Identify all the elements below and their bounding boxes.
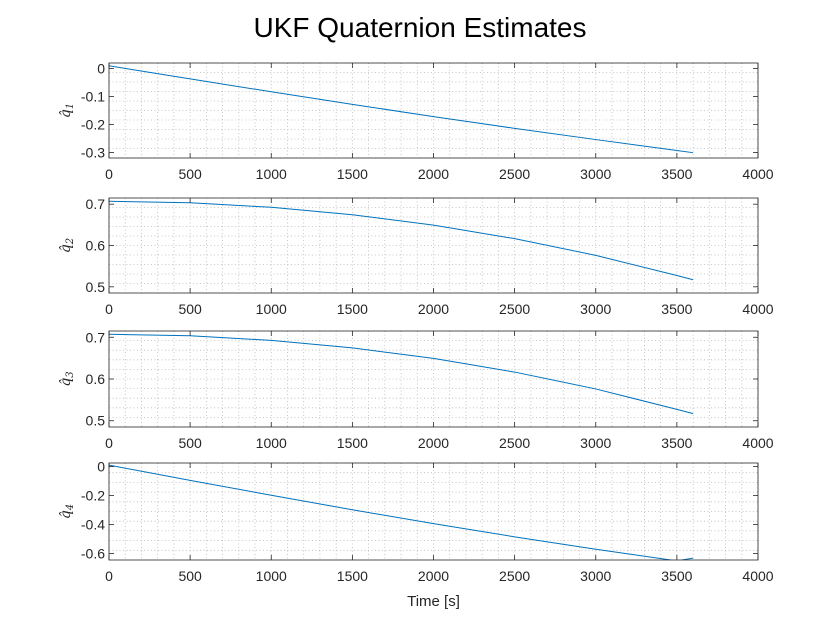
x-tick-label: 2500 [499, 435, 530, 451]
x-tick-label: 3500 [661, 166, 692, 182]
subplot-4: 0 500 1000 1500 2000 2500 3000 3500 4000 0 -0.2 -0.… [58, 459, 774, 584]
x-tick-label: 1000 [256, 568, 287, 584]
x-tick-label: 2000 [418, 435, 449, 451]
subplot-2: 0 500 1000 1500 2000 2500 3000 3500 4000 0.7 0.6 0.… [58, 196, 774, 317]
x-tick-label: 4000 [742, 166, 773, 182]
x-tick-label: 0 [105, 301, 113, 317]
x-tick-label: 1000 [256, 301, 287, 317]
x-tick-label: 3000 [580, 301, 611, 317]
x-tick-label: 3000 [580, 166, 611, 182]
x-tick-label: 500 [178, 435, 202, 451]
y-tick-label: 0.5 [86, 413, 106, 429]
y-tick-label: 0.6 [86, 238, 106, 254]
y-tick-label: -0.4 [81, 517, 105, 533]
x-tick-label: 1500 [337, 166, 368, 182]
x-tick-label: 0 [105, 568, 113, 584]
x-tick-label: 1000 [256, 435, 287, 451]
x-tick-label: 2000 [418, 301, 449, 317]
x-tick-label: 2500 [499, 568, 530, 584]
x-tick-label: 2000 [418, 568, 449, 584]
x-tick-label: 2000 [418, 166, 449, 182]
x-tick-label: 3500 [661, 435, 692, 451]
x-tick-label: 4000 [742, 435, 773, 451]
x-tick-label: 2500 [499, 166, 530, 182]
y-tick-label: 0 [97, 61, 105, 77]
series-line [109, 464, 694, 560]
x-tick-label: 3000 [580, 435, 611, 451]
plot-area [109, 63, 758, 158]
x-tick-label: 1500 [337, 568, 368, 584]
y-axis-label: q̂1 [58, 103, 76, 118]
y-tick-label: -0.1 [81, 89, 105, 105]
y-tick-label: 0.6 [86, 371, 106, 387]
series-line [109, 200, 694, 281]
y-tick-label: 0.7 [86, 196, 106, 212]
x-tick-label: 1500 [337, 301, 368, 317]
x-tick-label: 4000 [742, 301, 773, 317]
x-tick-label: 4000 [742, 568, 773, 584]
x-axis-label: Time [s] [407, 593, 460, 610]
x-tick-label: 3500 [661, 568, 692, 584]
y-axis-label: q̂3 [58, 371, 76, 386]
x-tick-label: 3000 [580, 568, 611, 584]
x-tick-label: 0 [105, 435, 113, 451]
x-tick-label: 1500 [337, 435, 368, 451]
x-tick-label: 500 [178, 166, 202, 182]
y-axis-label: q̂4 [58, 504, 76, 519]
x-tick-label: 500 [178, 568, 202, 584]
plot-area [109, 198, 758, 293]
y-tick-label: 0.7 [86, 329, 106, 345]
series-line [109, 65, 694, 154]
y-axis-label: q̂2 [58, 238, 76, 253]
plot-area [109, 331, 758, 427]
y-tick-label: -0.6 [81, 545, 105, 561]
figure-title: UKF Quaternion Estimates [253, 12, 587, 43]
y-tick-label: 0 [97, 459, 105, 475]
series-line [109, 333, 694, 415]
subplot-3: 0 500 1000 1500 2000 2500 3000 3500 4000 0.7 0.6 0.… [58, 329, 774, 451]
x-tick-label: 500 [178, 301, 202, 317]
y-tick-label: 0.5 [86, 279, 106, 295]
subplot-1: 0 500 1000 1500 2000 2500 3000 3500 4000 0 -0.1 -0.… [58, 61, 774, 182]
y-tick-label: -0.2 [81, 488, 105, 504]
y-tick-label: -0.2 [81, 116, 105, 132]
x-tick-label: 0 [105, 166, 113, 182]
x-tick-label: 2500 [499, 301, 530, 317]
x-tick-label: 3500 [661, 301, 692, 317]
y-tick-label: -0.3 [81, 144, 105, 160]
x-tick-label: 1000 [256, 166, 287, 182]
